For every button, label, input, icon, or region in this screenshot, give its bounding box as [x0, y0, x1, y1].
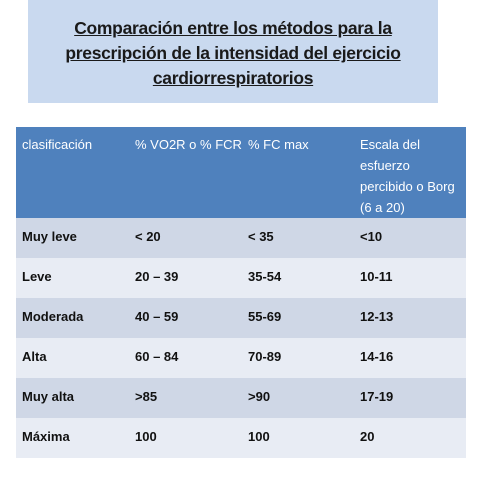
cell-vo2r-fcr: 20 – 39	[129, 258, 242, 298]
cell-vo2r-fcr: < 20	[129, 218, 242, 258]
cell-classification: Muy leve	[16, 218, 129, 258]
header-classification: clasificación	[16, 127, 129, 218]
table-row: Muy alta >85 >90 17-19	[16, 378, 466, 418]
title-line-2: prescripción de la intensidad del ejerci…	[65, 43, 401, 63]
table-row: Alta 60 – 84 70-89 14-16	[16, 338, 466, 378]
cell-borg: 17-19	[354, 378, 466, 418]
cell-fc-max: < 35	[242, 218, 354, 258]
cell-classification: Alta	[16, 338, 129, 378]
table-row: Moderada 40 – 59 55-69 12-13	[16, 298, 466, 338]
cell-classification: Máxima	[16, 418, 129, 458]
cell-fc-max: 55-69	[242, 298, 354, 338]
intensity-comparison-table: clasificación % VO2R o % FCR % FC max Es…	[16, 127, 466, 458]
cell-vo2r-fcr: 40 – 59	[129, 298, 242, 338]
header-fc-max: % FC max	[242, 127, 354, 218]
table-row: Leve 20 – 39 35-54 10-11	[16, 258, 466, 298]
cell-borg: 20	[354, 418, 466, 458]
table-header-row: clasificación % VO2R o % FCR % FC max Es…	[16, 127, 466, 218]
table-row: Máxima 100 100 20	[16, 418, 466, 458]
cell-borg: 12-13	[354, 298, 466, 338]
cell-borg: <10	[354, 218, 466, 258]
cell-fc-max: >90	[242, 378, 354, 418]
cell-borg: 14-16	[354, 338, 466, 378]
cell-classification: Leve	[16, 258, 129, 298]
cell-classification: Muy alta	[16, 378, 129, 418]
header-vo2r-fcr: % VO2R o % FCR	[129, 127, 242, 218]
header-borg-scale: Escala del esfuerzo percibido o Borg (6 …	[354, 127, 466, 218]
title-line-3: cardiorrespiratorios	[152, 68, 314, 88]
cell-borg: 10-11	[354, 258, 466, 298]
cell-classification: Moderada	[16, 298, 129, 338]
cell-fc-max: 100	[242, 418, 354, 458]
cell-fc-max: 70-89	[242, 338, 354, 378]
title-banner: Comparación entre los métodos para la pr…	[28, 0, 438, 103]
cell-vo2r-fcr: 100	[129, 418, 242, 458]
title-line-1: Comparación entre los métodos para la	[74, 18, 392, 38]
cell-vo2r-fcr: >85	[129, 378, 242, 418]
cell-fc-max: 35-54	[242, 258, 354, 298]
cell-vo2r-fcr: 60 – 84	[129, 338, 242, 378]
table-row: Muy leve < 20 < 35 <10	[16, 218, 466, 258]
